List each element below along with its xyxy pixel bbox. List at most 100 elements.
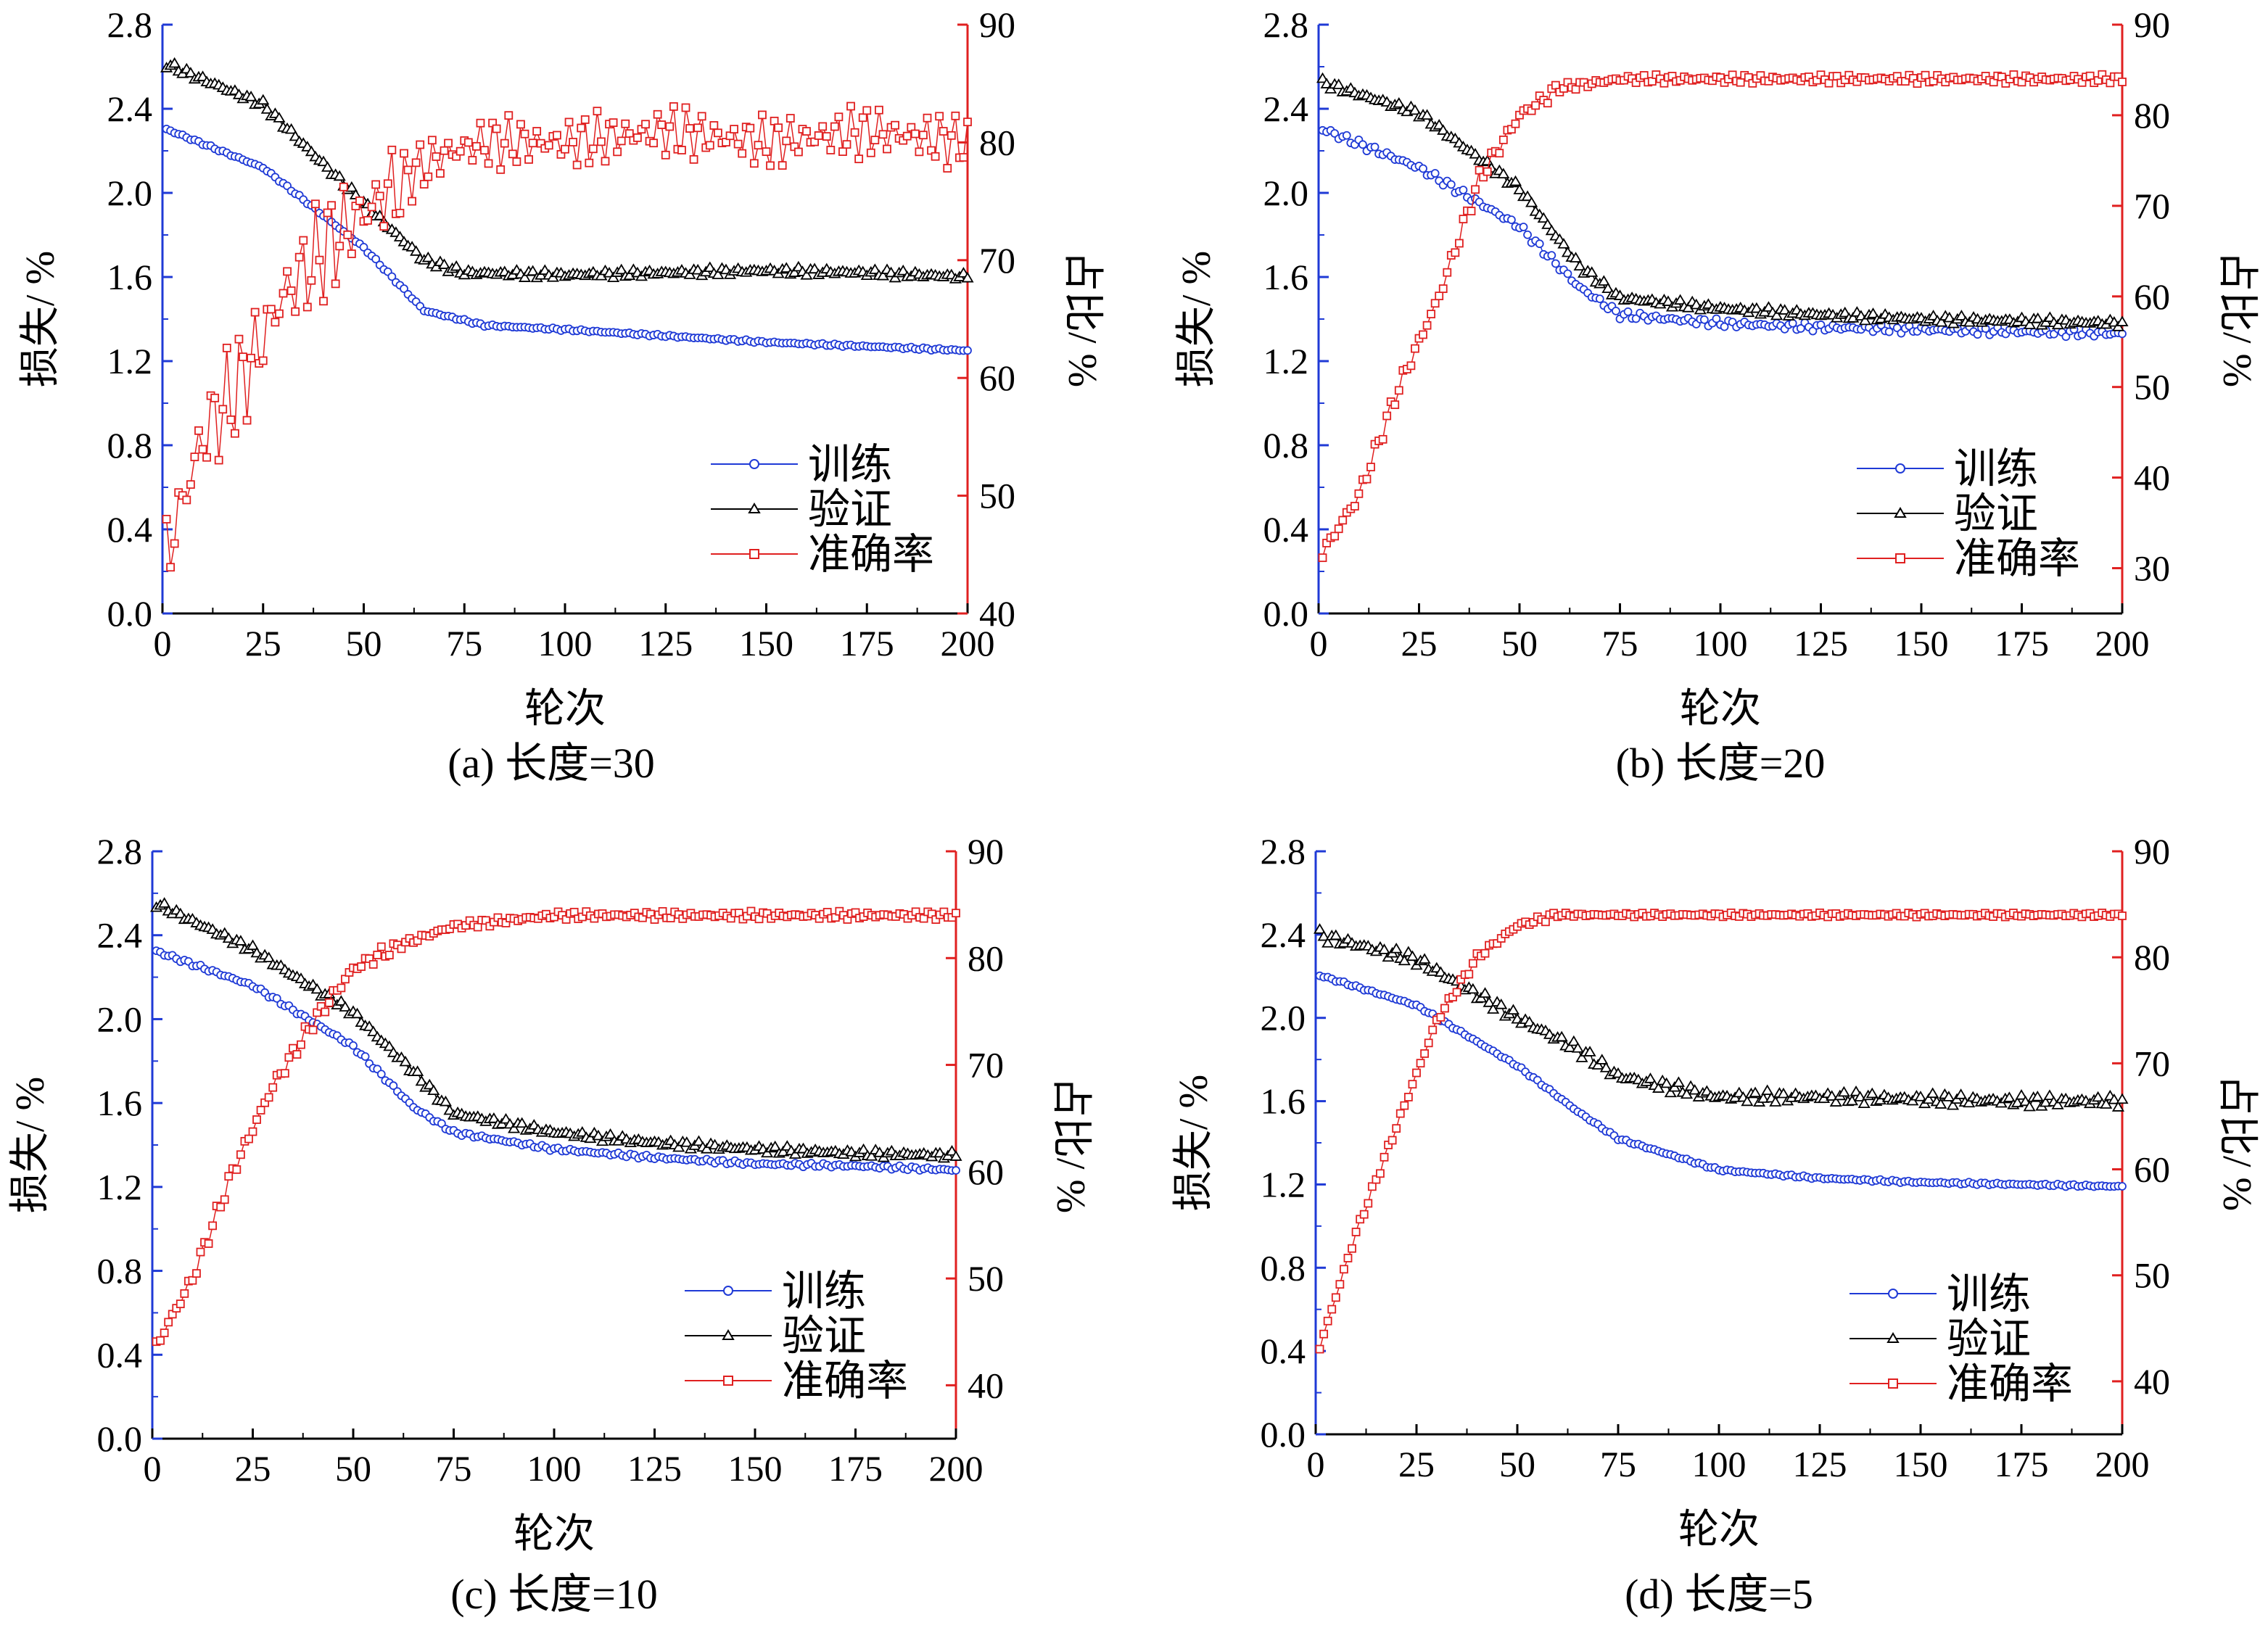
data-point <box>359 243 368 252</box>
data-point <box>508 1122 521 1133</box>
x-tick-label: 150 <box>739 623 793 663</box>
x-axis-title: 轮次 <box>524 687 606 732</box>
legend-item: 准确率 <box>1850 1360 2073 1407</box>
data-point <box>1921 70 1930 80</box>
x-tick-label: 50 <box>335 1448 371 1489</box>
data-point <box>202 452 211 462</box>
data-point <box>376 1070 386 1079</box>
data-point <box>279 289 288 298</box>
data-point <box>371 180 381 189</box>
data-point <box>1400 1101 1409 1110</box>
data-point <box>310 199 320 209</box>
x-tick-label: 175 <box>1995 1444 2049 1484</box>
y-left-tick-label: 1.6 <box>97 1083 143 1123</box>
data-point <box>2108 1094 2121 1104</box>
data-point <box>492 124 501 133</box>
data-point <box>395 208 405 218</box>
x-tick-label: 125 <box>627 1448 682 1489</box>
legend-marker <box>1888 1378 1898 1389</box>
data-point <box>1334 524 1343 534</box>
legend-label: 训练 <box>1947 1270 2031 1318</box>
data-point <box>961 271 974 283</box>
x-tick-label: 0 <box>144 1448 162 1489</box>
data-point <box>661 150 670 160</box>
legend-label: 训练 <box>1954 445 2038 492</box>
data-point <box>518 271 532 282</box>
y-right-tick-label: 40 <box>2134 1361 2170 1402</box>
legend-marker <box>749 459 759 469</box>
data-point <box>1513 183 1526 194</box>
data-point <box>283 267 292 276</box>
data-point <box>1338 516 1348 525</box>
data-point <box>427 136 437 145</box>
y-left-tick-label: 1.2 <box>1261 1164 1306 1204</box>
data-point <box>910 129 920 139</box>
y-left-tick-label: 2.4 <box>97 915 143 956</box>
data-point <box>194 426 203 435</box>
data-point <box>1393 96 1406 108</box>
data-point <box>1478 987 1492 998</box>
legend-item: 准确率 <box>685 1357 908 1405</box>
series-validation <box>1313 923 2129 1112</box>
data-point <box>2003 1091 2016 1102</box>
data-point <box>291 307 300 316</box>
x-tick-label: 0 <box>1307 1444 1325 1484</box>
data-point <box>800 269 813 280</box>
data-point <box>246 939 260 951</box>
data-point <box>1430 169 1440 178</box>
data-point <box>788 266 801 277</box>
data-point <box>697 112 706 121</box>
data-point <box>1796 324 1805 333</box>
data-point <box>222 343 231 352</box>
data-point <box>334 995 347 1006</box>
data-point <box>367 202 376 212</box>
data-point <box>528 139 537 148</box>
data-point <box>190 452 199 462</box>
data-point <box>500 139 509 148</box>
data-point <box>692 1135 706 1146</box>
data-point <box>1674 294 1687 305</box>
data-point <box>363 216 372 225</box>
data-point <box>842 140 851 149</box>
chart-panel-3: 0 25 50 75 100 125 150 175 200 0.0 0.4 0.8 1.2 1.6 2.0… <box>1171 831 2259 1618</box>
y-left-axis-title: 损失/ % <box>18 251 63 387</box>
legend-item: 训练 <box>1857 445 2038 492</box>
data-point <box>1319 1329 1329 1339</box>
data-point <box>1839 306 1852 318</box>
data-point <box>1418 953 1431 964</box>
data-point <box>180 1289 189 1298</box>
data-point <box>1390 942 1403 954</box>
data-point <box>1777 1087 1790 1099</box>
data-point <box>1571 85 1580 94</box>
data-point <box>247 353 256 363</box>
data-point <box>766 161 775 170</box>
x-tick-label: 125 <box>638 623 693 663</box>
series-accuracy <box>1318 70 2127 563</box>
data-point <box>168 57 181 68</box>
data-point <box>1973 330 1982 339</box>
data-point <box>1469 147 1482 159</box>
data-point <box>1511 119 1520 128</box>
y-left-tick-label: 2.8 <box>97 831 143 872</box>
data-point <box>1837 1086 1850 1097</box>
data-point <box>857 1143 870 1154</box>
data-point <box>1551 259 1560 268</box>
data-point <box>1741 1095 1754 1107</box>
data-point <box>299 236 308 245</box>
data-point <box>1699 315 1709 324</box>
data-point <box>705 141 714 150</box>
y-right-tick-label: 70 <box>2134 1043 2170 1083</box>
data-point <box>862 106 872 115</box>
y-left-tick-label: 2.4 <box>107 88 153 129</box>
data-point <box>1412 1068 1421 1078</box>
data-point <box>284 1053 294 1062</box>
y-left-tick-label: 0.0 <box>1261 1414 1306 1455</box>
data-point <box>1955 1088 1968 1099</box>
data-point <box>1573 260 1586 270</box>
legend-label: 训练 <box>782 1268 866 1315</box>
data-point <box>923 113 932 123</box>
data-point <box>1850 1085 1863 1096</box>
data-point <box>595 269 608 281</box>
y-left-tick-label: 0.0 <box>97 1418 143 1459</box>
